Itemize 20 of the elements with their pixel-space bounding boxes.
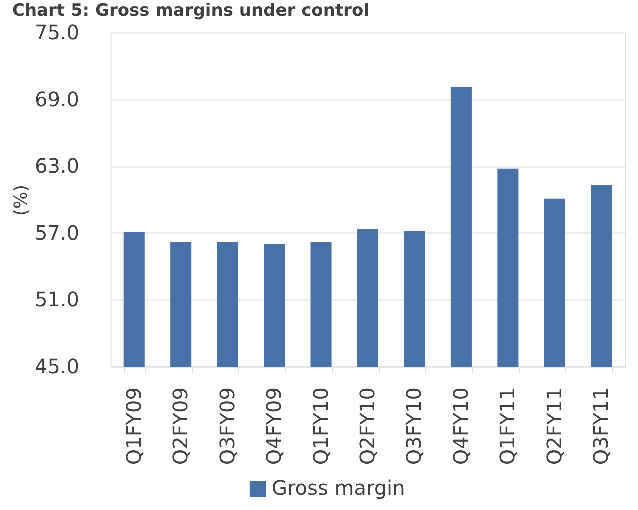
x-tick-label: Q3FY10 bbox=[402, 388, 426, 466]
x-tick-label: Q1FY11 bbox=[496, 388, 520, 466]
x-tick-label: Q3FY11 bbox=[589, 388, 614, 466]
y-axis-title: (%) bbox=[10, 184, 32, 216]
y-tick-label: 57.0 bbox=[34, 220, 80, 245]
x-tick-label: Q1FY09 bbox=[122, 388, 146, 466]
y-tick-label: 45.0 bbox=[34, 354, 80, 378]
legend-label: Gross margin bbox=[272, 476, 406, 500]
x-tick-label: Q3FY09 bbox=[215, 388, 240, 466]
chart-title: Chart 5: Gross margins under control bbox=[12, 1, 370, 21]
x-tick-label: Q1FY10 bbox=[308, 388, 333, 466]
x-tick-label: Q4FY09 bbox=[262, 388, 286, 466]
x-tick-label: Q4FY10 bbox=[448, 388, 473, 466]
y-tick-label: 63.0 bbox=[34, 154, 80, 178]
x-tick-label: Q2FY11 bbox=[542, 388, 566, 466]
x-tick-label: Q2FY10 bbox=[356, 388, 380, 466]
y-tick-label: 75.0 bbox=[34, 20, 80, 44]
y-tick-label: 69.0 bbox=[34, 87, 80, 112]
x-tick-label: Q2FY09 bbox=[168, 388, 193, 466]
y-tick-label: 51.0 bbox=[34, 288, 80, 312]
